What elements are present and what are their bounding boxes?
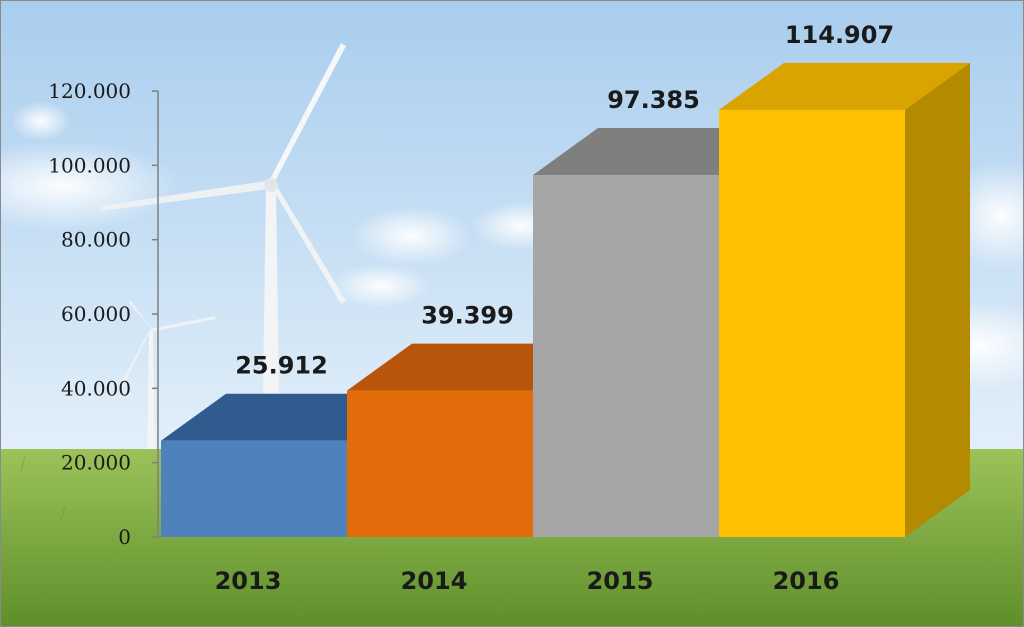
bar-front-face	[533, 175, 719, 537]
data-label-2013: 25.912	[235, 352, 328, 380]
wind-turbine-small	[118, 301, 216, 461]
y-tick-label: 100.000	[48, 153, 131, 177]
x-tick-label-2014: 2014	[401, 567, 468, 595]
y-axis: 0 20.000 40.000 60.000 80.000 100.000 120.000	[48, 79, 158, 549]
data-label-2016: 114.907	[785, 21, 894, 49]
y-tick-label: 0	[118, 525, 131, 549]
bar-2016	[719, 62, 970, 537]
bars: 25.912 39.399 97.385 114.907	[161, 21, 970, 537]
data-label-2014: 39.399	[421, 302, 514, 330]
x-tick-label-2015: 2015	[587, 567, 654, 595]
bar-front-face	[161, 440, 347, 537]
y-tick-label: 80.000	[61, 228, 131, 252]
y-tick-label: 120.000	[48, 79, 131, 103]
wind-turbine-large	[101, 43, 346, 461]
y-tick-label: 60.000	[61, 302, 131, 326]
bar-front-face	[719, 109, 905, 537]
bar-front-face	[347, 390, 533, 537]
y-tick-label: 40.000	[61, 376, 131, 400]
x-tick-label-2013: 2013	[215, 567, 282, 595]
x-axis: 2013 2014 2015 2016	[215, 567, 840, 595]
bar-side-face	[905, 62, 970, 537]
bar-top-face	[719, 62, 970, 110]
y-tick-label: 20.000	[61, 451, 131, 475]
x-tick-label-2016: 2016	[773, 567, 840, 595]
data-label-2015: 97.385	[607, 86, 700, 114]
